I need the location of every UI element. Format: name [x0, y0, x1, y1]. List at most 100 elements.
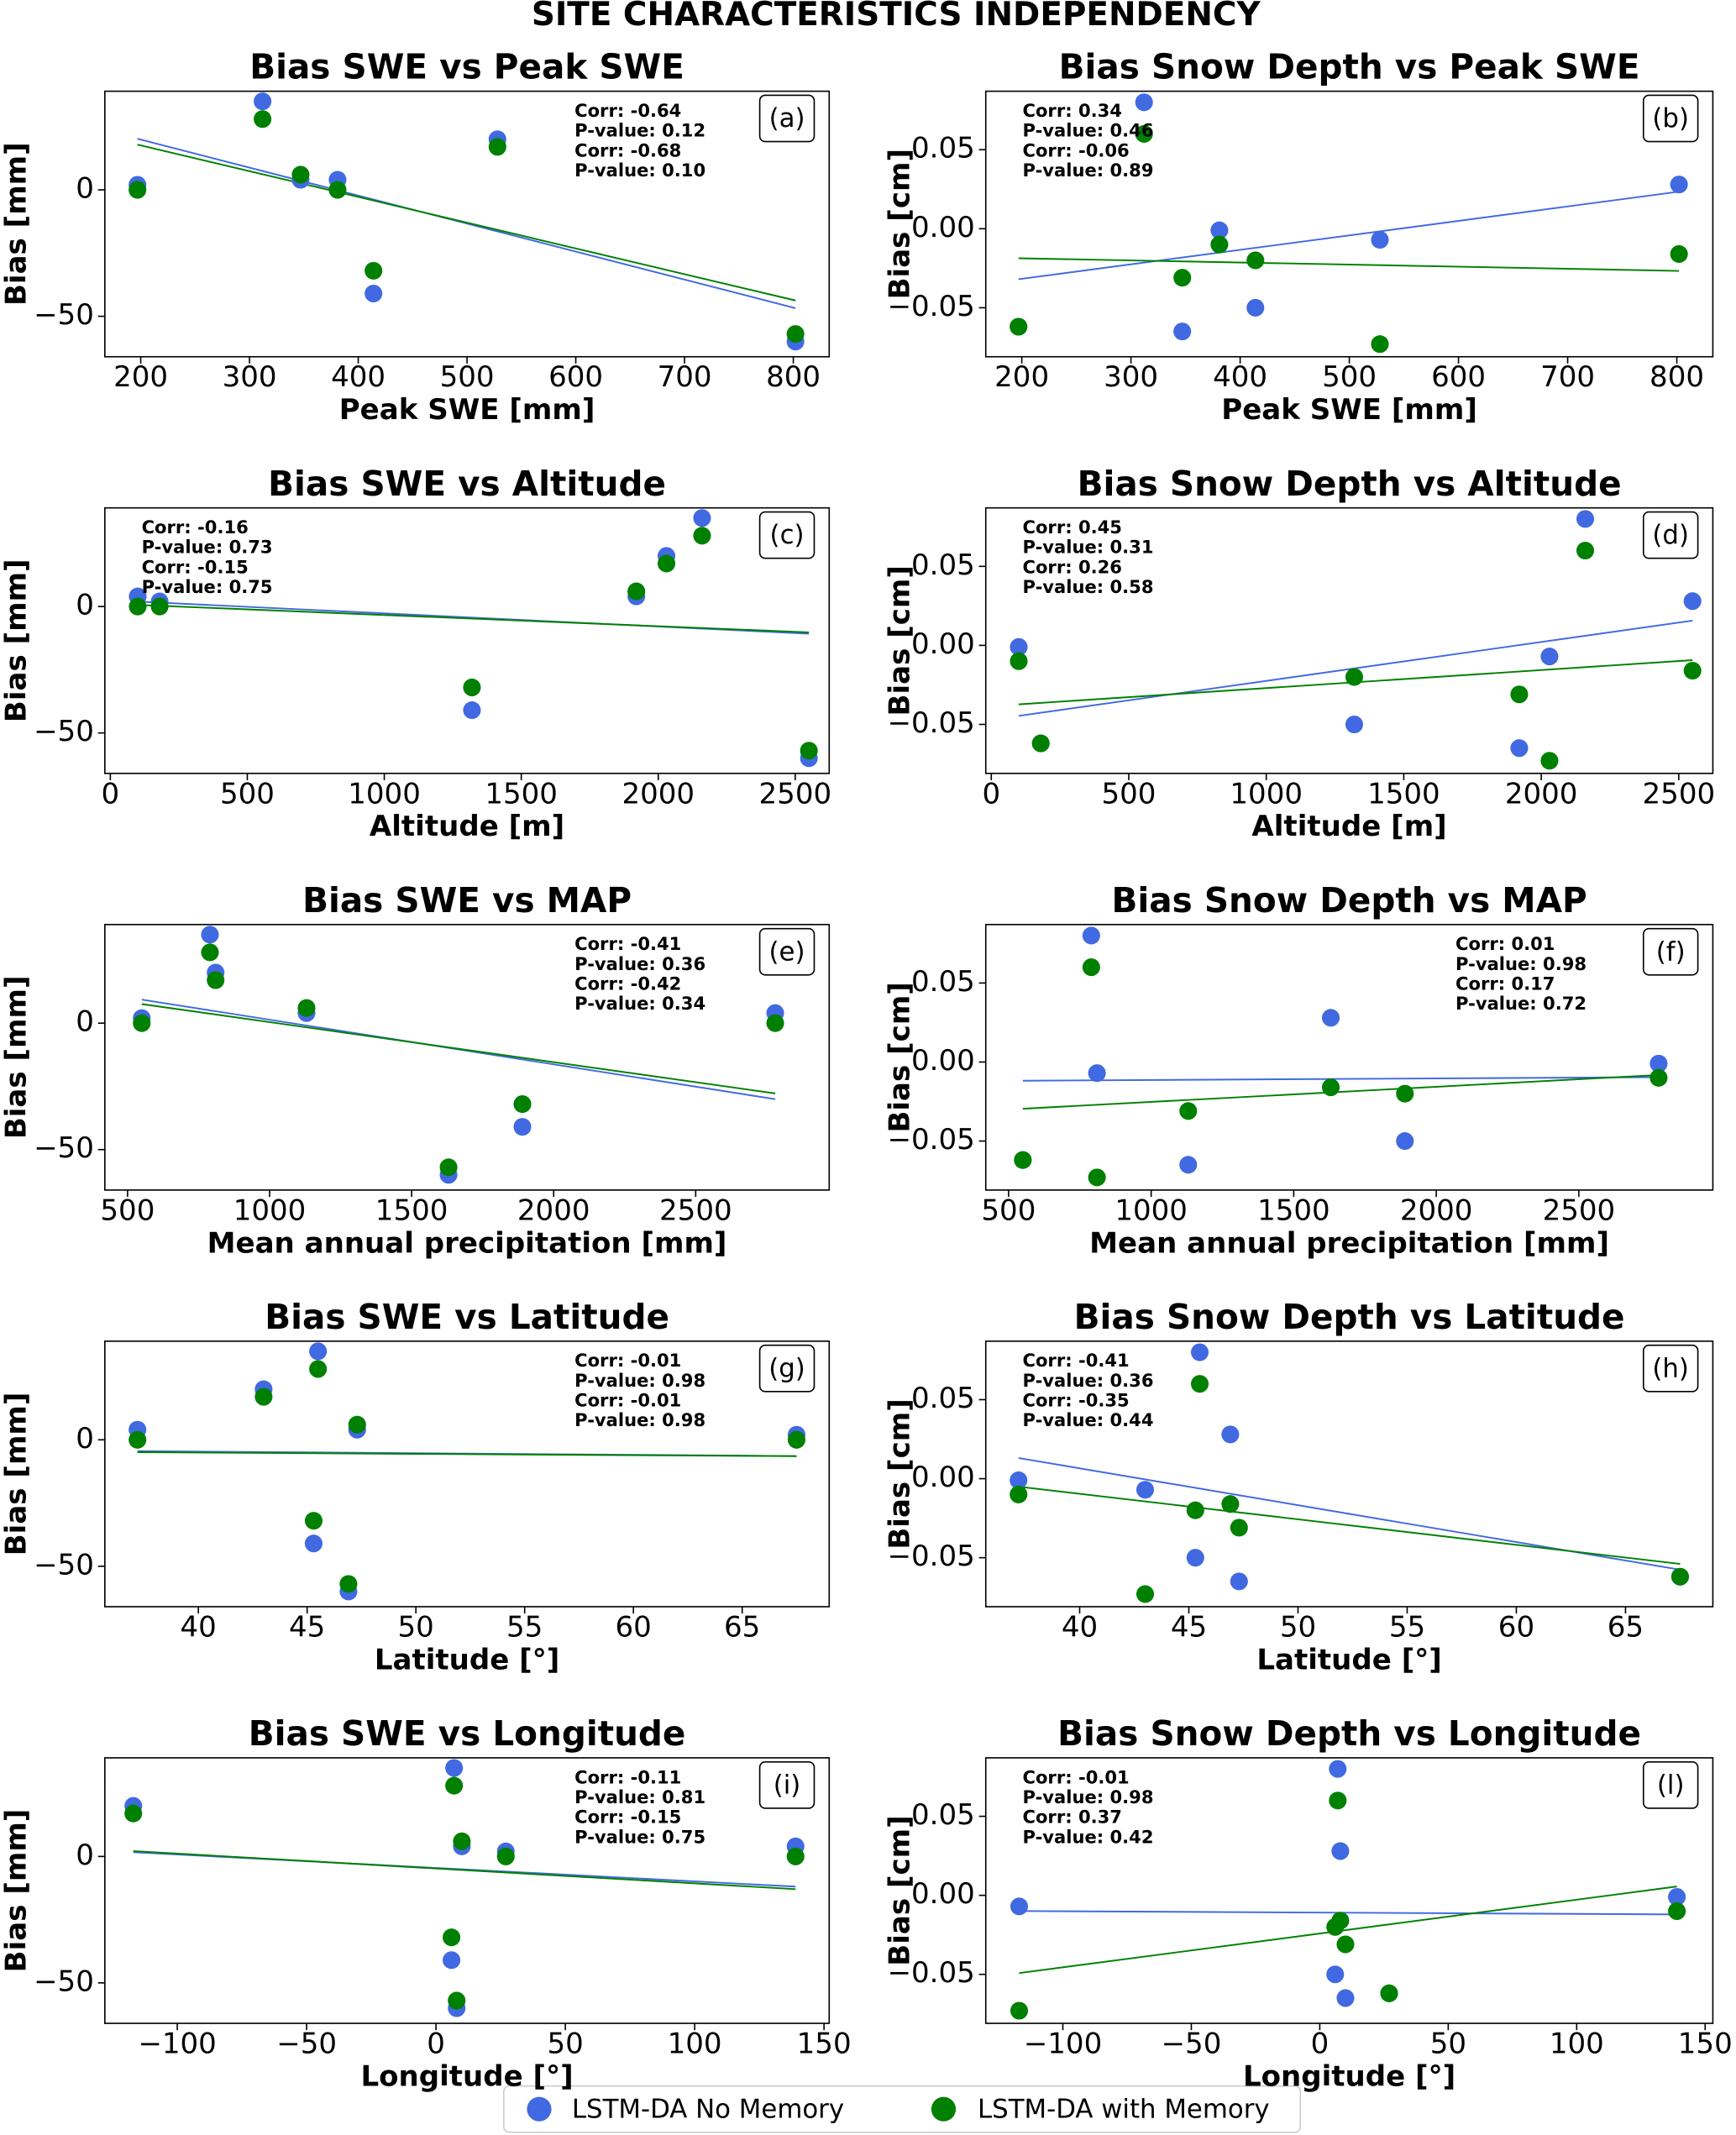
point: [787, 1430, 805, 1449]
point: [309, 1342, 328, 1361]
stat-annotation: P-value: 0.98: [574, 1409, 705, 1430]
chart-title: Bias Snow Depth vs Peak SWE: [1059, 47, 1640, 87]
stat-annotation: P-value: 0.89: [1023, 160, 1154, 181]
y-tick-label: 0.00: [911, 1877, 975, 1911]
stat-annotation: P-value: 0.34: [574, 993, 705, 1014]
x-axis-label: Altitude [m]: [370, 810, 564, 843]
x-tick-label: 50: [398, 1610, 434, 1644]
panel-label-box: [1642, 1344, 1699, 1393]
x-tick-label: 2500: [1643, 777, 1716, 810]
stat-annotation: P-value: 0.12: [574, 120, 705, 141]
legend-label: LSTM-DA No Memory: [572, 2094, 844, 2124]
stat-annotation: P-value: 0.73: [142, 537, 273, 558]
x-tick-label: 500: [981, 1193, 1036, 1227]
legend-marker: [931, 2096, 957, 2122]
x-tick-label: 2500: [659, 1193, 732, 1227]
point: [1173, 323, 1192, 341]
panel-label-box: [758, 1760, 816, 1809]
x-tick-label: 0: [427, 2027, 445, 2061]
point: [1173, 269, 1192, 287]
point: [1345, 668, 1364, 686]
x-tick-label: −50: [276, 2027, 337, 2061]
x-tick-label: 2000: [621, 777, 695, 810]
plot-frame: [984, 1757, 1714, 2024]
x-tick-label: 1000: [233, 1193, 307, 1227]
stat-annotation: Corr: -0.35: [1023, 1390, 1130, 1411]
point: [207, 971, 225, 989]
y-tick-label: 0: [76, 589, 94, 622]
x-tick-label: 2500: [1543, 1193, 1616, 1227]
x-tick-label: 0: [1311, 2027, 1330, 2061]
point: [1088, 1168, 1106, 1187]
x-tick-label: 2000: [1505, 777, 1578, 810]
panel-label: (b): [1652, 103, 1689, 134]
point: [1540, 648, 1559, 666]
point: [150, 597, 169, 616]
point: [1190, 1343, 1209, 1361]
point: [693, 527, 711, 545]
legend-label: LSTM-DA with Memory: [978, 2094, 1270, 2124]
panel-label: (e): [769, 936, 805, 967]
stat-annotation: Corr: 0.01: [1455, 933, 1555, 954]
point: [1135, 1585, 1155, 1603]
point: [309, 1360, 328, 1378]
y-axis-label: Bias [cm]: [884, 565, 917, 716]
stat-annotation: P-value: 0.36: [1023, 1370, 1154, 1391]
x-tick-label: 300: [1104, 360, 1158, 394]
stat-annotation: Corr: 0.26: [1023, 556, 1122, 577]
stat-annotation: Corr: -0.68: [574, 139, 681, 160]
point: [365, 284, 383, 303]
y-tick-label: 0.05: [911, 1382, 975, 1415]
stat-annotation: Corr: -0.01: [574, 1390, 681, 1411]
panel-label: (h): [1652, 1353, 1689, 1383]
figure-title: SITE CHARACTERISTICS INDEPENDENCY: [532, 0, 1261, 34]
plot-frame: [984, 1340, 1714, 1608]
chart-title: Bias Snow Depth vs Latitude: [1074, 1297, 1625, 1337]
x-tick-label: 0: [102, 777, 120, 810]
stat-annotation: P-value: 0.98: [1023, 1786, 1154, 1807]
point: [1135, 124, 1153, 143]
stat-annotation: P-value: 0.31: [1023, 537, 1154, 558]
point: [1082, 958, 1100, 977]
point: [254, 110, 272, 129]
x-tick-label: 500: [220, 777, 275, 810]
point: [1371, 335, 1389, 354]
point: [128, 1430, 147, 1449]
stat-annotation: P-value: 0.98: [1455, 953, 1587, 974]
point: [1190, 1375, 1209, 1393]
point: [201, 926, 219, 944]
x-axis-label: Altitude [m]: [1251, 810, 1446, 843]
panel-label-box: [758, 1344, 816, 1393]
point: [1331, 1912, 1350, 1930]
point: [766, 1014, 784, 1032]
point: [513, 1118, 532, 1136]
point: [254, 1387, 273, 1406]
x-tick-label: 500: [1322, 360, 1377, 394]
point: [1321, 1078, 1340, 1097]
point: [1510, 739, 1529, 758]
x-tick-label: 300: [223, 360, 277, 394]
point: [1336, 1935, 1355, 1954]
point: [463, 701, 481, 720]
stat-annotation: Corr: -0.41: [1023, 1350, 1130, 1371]
x-tick-label: 60: [1498, 1610, 1534, 1644]
point: [448, 1991, 466, 2010]
point: [1649, 1054, 1668, 1073]
point: [201, 943, 219, 962]
trend-line: [1019, 1886, 1677, 1975]
x-tick-label: 65: [1608, 1610, 1644, 1644]
y-axis-label: Bias [mm]: [0, 1393, 34, 1556]
point: [443, 1951, 461, 1970]
panel-label-box: [1642, 94, 1699, 143]
point: [1010, 1485, 1028, 1503]
stat-annotation: P-value: 0.46: [1023, 120, 1154, 141]
point: [1010, 637, 1028, 656]
panel-label: (d): [1652, 520, 1689, 550]
stat-annotation: Corr: 0.34: [1023, 100, 1122, 121]
point: [133, 1014, 151, 1032]
trend-line: [1018, 619, 1693, 717]
plot-frame: [104, 506, 831, 774]
point: [1031, 734, 1050, 753]
stat-annotation: P-value: 0.81: [574, 1786, 705, 1807]
